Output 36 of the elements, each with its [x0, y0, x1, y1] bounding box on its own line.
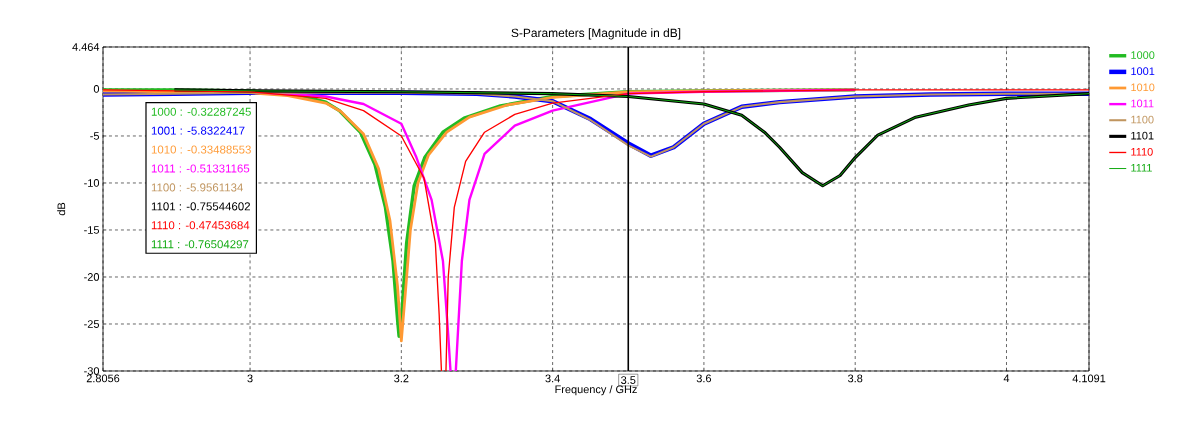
x-axis-title: Frequency / GHz — [555, 385, 637, 396]
y-tick-label: 0 — [93, 85, 100, 93]
x-tick-label: 3.8 — [848, 374, 863, 383]
legend-label: 1101 — [1131, 131, 1154, 140]
legend-label: 1100 — [1131, 115, 1154, 124]
legend-label: 1001 — [1131, 67, 1155, 76]
legend-label: 1011 — [1131, 99, 1154, 108]
y-tick-label: -10 — [84, 179, 100, 187]
y-tick-label: -20 — [84, 273, 100, 281]
y-axis-title: dB — [57, 202, 66, 216]
legend-label: 1110 — [1131, 147, 1153, 156]
x-tick-label: 3.2 — [394, 374, 409, 383]
x-tick-label: 2.8056 — [86, 374, 120, 383]
legend-label: 1010 — [1131, 83, 1155, 92]
y-tick-label: 4.464 — [72, 43, 100, 51]
y-tick-label: -30 — [84, 367, 100, 375]
ref-line-label: 3.5 — [621, 376, 636, 384]
annotation: 1010 : -0.33488553 — [151, 145, 251, 154]
legend-label: 1000 — [1131, 51, 1155, 59]
x-tick-label: 3.4 — [545, 374, 560, 383]
y-tick-label: -25 — [84, 320, 100, 328]
y-tick-label: -5 — [90, 132, 100, 140]
annotation: 1011 : -0.51331165 — [151, 164, 250, 173]
y-tick-label: -15 — [84, 226, 100, 234]
annotation: 1101 : -0.75544602 — [151, 202, 250, 211]
annotation: 1100 : -5.9561134 — [151, 183, 243, 192]
chart-title: S-Parameters [Magnitude in dB] — [511, 28, 681, 40]
x-tick-label: 3 — [247, 374, 253, 383]
x-tick-label: 4.1091 — [1072, 374, 1106, 383]
annotation: 1000 : -0.32287245 — [151, 107, 251, 116]
x-tick-label: 3.6 — [696, 374, 712, 383]
annotation: 1001 : -5.8322417 — [151, 126, 245, 135]
x-tick-label: 4 — [1003, 374, 1010, 383]
legend-label: 1111 — [1131, 164, 1152, 172]
annotation: 1111 : -0.76504297 — [151, 240, 249, 249]
annotation: 1110 : -0.47453684 — [151, 221, 250, 230]
